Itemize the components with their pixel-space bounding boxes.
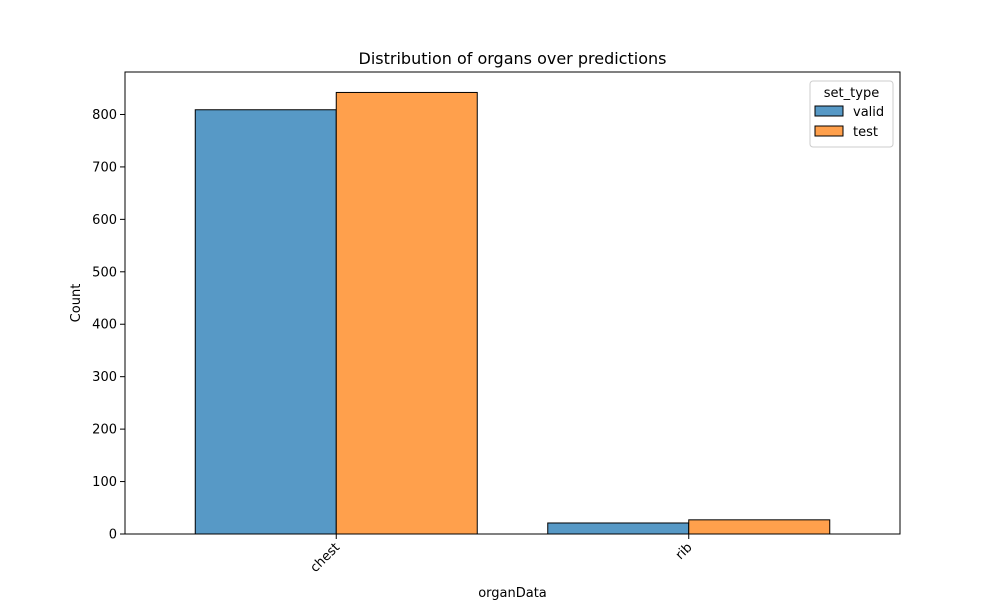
bar-valid-chest [194,109,337,535]
y-axis-label: Count [69,284,84,323]
bar-test-rib [688,519,831,535]
y-tick-label: 700 [92,160,117,175]
y-tick-label: 0 [109,528,117,543]
bar-test-chest [335,91,478,535]
y-tick-label: 600 [92,213,117,228]
y-tick-label: 500 [92,265,117,280]
y-tick-label: 300 [92,370,117,385]
y-tick-label: 100 [92,475,117,490]
x-axis-label: organData [478,586,547,600]
legend-label-valid: valid [853,105,884,120]
legend-entries: valid test [814,105,884,140]
y-tick-label: 400 [92,318,117,333]
x-tick-label-chest: chest [308,540,344,576]
y-tick-label: 800 [92,108,117,123]
x-tick-label-rib: rib [673,540,696,563]
y-tick-label: 200 [92,423,117,438]
legend-swatch-test [814,125,844,137]
plot-frame [124,71,901,535]
legend-label-test: test [853,125,878,140]
y-axis: 0 100 200 300 400 500 600 700 800 [92,108,125,543]
bar-valid-rib [547,522,690,535]
x-axis: chest rib [308,534,696,576]
legend-swatch-valid [814,105,844,117]
bars-group [194,91,831,535]
legend-title: set_type [824,86,879,101]
chart-title: Distribution of organs over predictions [359,49,667,68]
legend: set_type valid test [809,80,894,148]
